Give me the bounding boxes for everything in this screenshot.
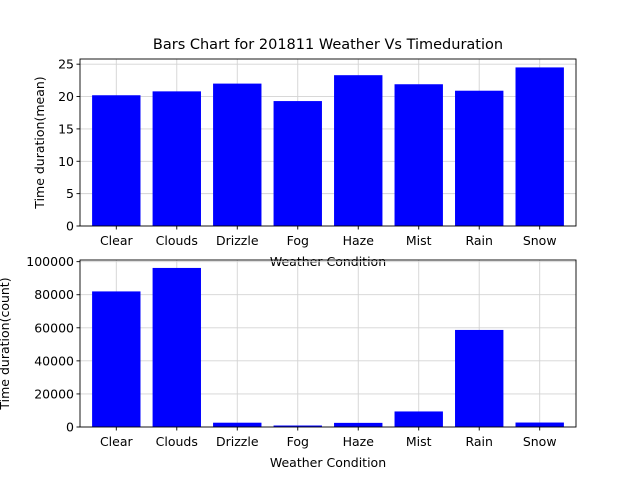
y-tick-label: 15 [58,121,74,136]
y-tick-label: 60000 [34,320,74,335]
x-tick-label: Mist [406,233,432,248]
x-tick-label: Snow [523,233,557,248]
y-tick-label: 20000 [34,386,74,401]
chart-title: Bars Chart for 201811 Weather Vs Timedur… [153,37,503,53]
bar-snow [515,67,564,226]
y-tick-label: 25 [58,57,74,72]
x-tick-label: Rain [465,434,492,449]
bar-haze [334,75,383,227]
y-tick-label: 100000 [26,254,74,269]
y-axis-label: Time duration(mean) [32,76,47,209]
x-tick-label: Fog [287,434,309,449]
y-tick-label: 20 [58,89,74,104]
x-tick-label: Snow [523,434,557,449]
x-tick-label: Haze [343,434,375,449]
bar-clouds [152,91,201,226]
y-tick-label: 80000 [34,287,74,302]
bar-clouds [152,267,201,427]
bar-clear [92,291,141,427]
plot-frame [79,58,577,227]
x-tick-label: Clouds [156,434,198,449]
bar-fog [273,101,322,226]
x-tick-label: Clear [100,233,134,248]
x-tick-label: Rain [465,233,492,248]
x-axis-label: Weather Condition [270,455,386,470]
x-tick-label: Clear [100,434,134,449]
y-axis-label: Time duration(count) [0,277,12,410]
mean-duration-panel: 0 5 10 15 20 25 Clear Clouds Drizzle Fog Haze Mist R… [32,57,577,269]
bar-drizzle [213,422,262,427]
bar-mist [394,411,443,427]
plot-frame [79,259,577,428]
bar-haze [334,422,383,427]
bar-drizzle [213,83,262,227]
x-tick-label: Fog [287,233,309,248]
x-tick-label: Haze [343,233,375,248]
bar-mist [394,84,443,226]
bar-clear [92,95,141,226]
bar-rain [455,329,504,427]
count-duration-panel: 0 20000 40000 60000 80000 100000 Clear Clouds Dr… [0,254,577,470]
x-tick-label: Clouds [156,233,198,248]
y-tick-label: 0 [66,219,74,234]
bar-rain [455,90,504,226]
x-tick-label: Mist [406,434,432,449]
y-tick-label: 40000 [34,353,74,368]
bar-fog [273,425,322,427]
y-tick-label: 10 [58,154,74,169]
y-tick-label: 0 [66,420,74,435]
x-tick-label: Drizzle [216,233,259,248]
bar-snow [515,422,564,427]
x-tick-label: Drizzle [216,434,259,449]
y-tick-label: 5 [66,186,74,201]
